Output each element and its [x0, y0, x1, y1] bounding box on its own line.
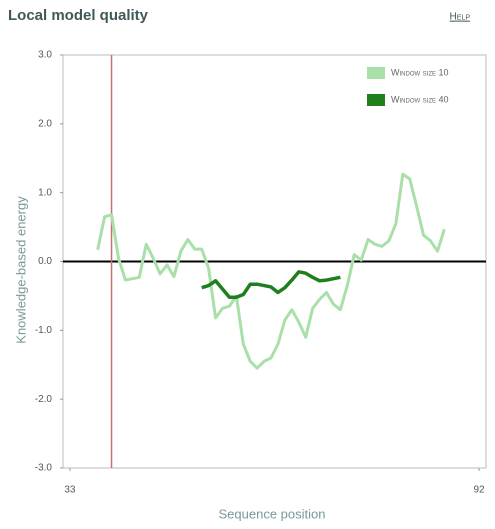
y-tick-label: -1.0: [35, 325, 53, 336]
x-tick-label: 33: [64, 485, 76, 496]
y-tick-label: -3.0: [35, 463, 53, 474]
y-axis-label: Knowledge-based energy: [13, 196, 28, 344]
x-tick-label: 92: [474, 485, 486, 496]
x-axis-label: Sequence position: [219, 506, 326, 521]
legend-label: Window size 40: [391, 94, 449, 104]
help-link[interactable]: Help: [450, 12, 471, 23]
y-tick-label: -2.0: [35, 394, 53, 405]
y-tick-label: 1.0: [38, 187, 52, 198]
legend-label: Window size 10: [391, 67, 449, 77]
y-tick-label: 2.0: [38, 118, 52, 129]
chart-title: Local model quality: [8, 7, 149, 24]
series-line: [201, 270, 341, 300]
legend-swatch: [367, 67, 385, 79]
legend-swatch: [367, 94, 385, 106]
series-line: [96, 172, 446, 370]
y-tick-label: 0.0: [38, 256, 52, 267]
y-tick-label: 3.0: [38, 50, 52, 61]
